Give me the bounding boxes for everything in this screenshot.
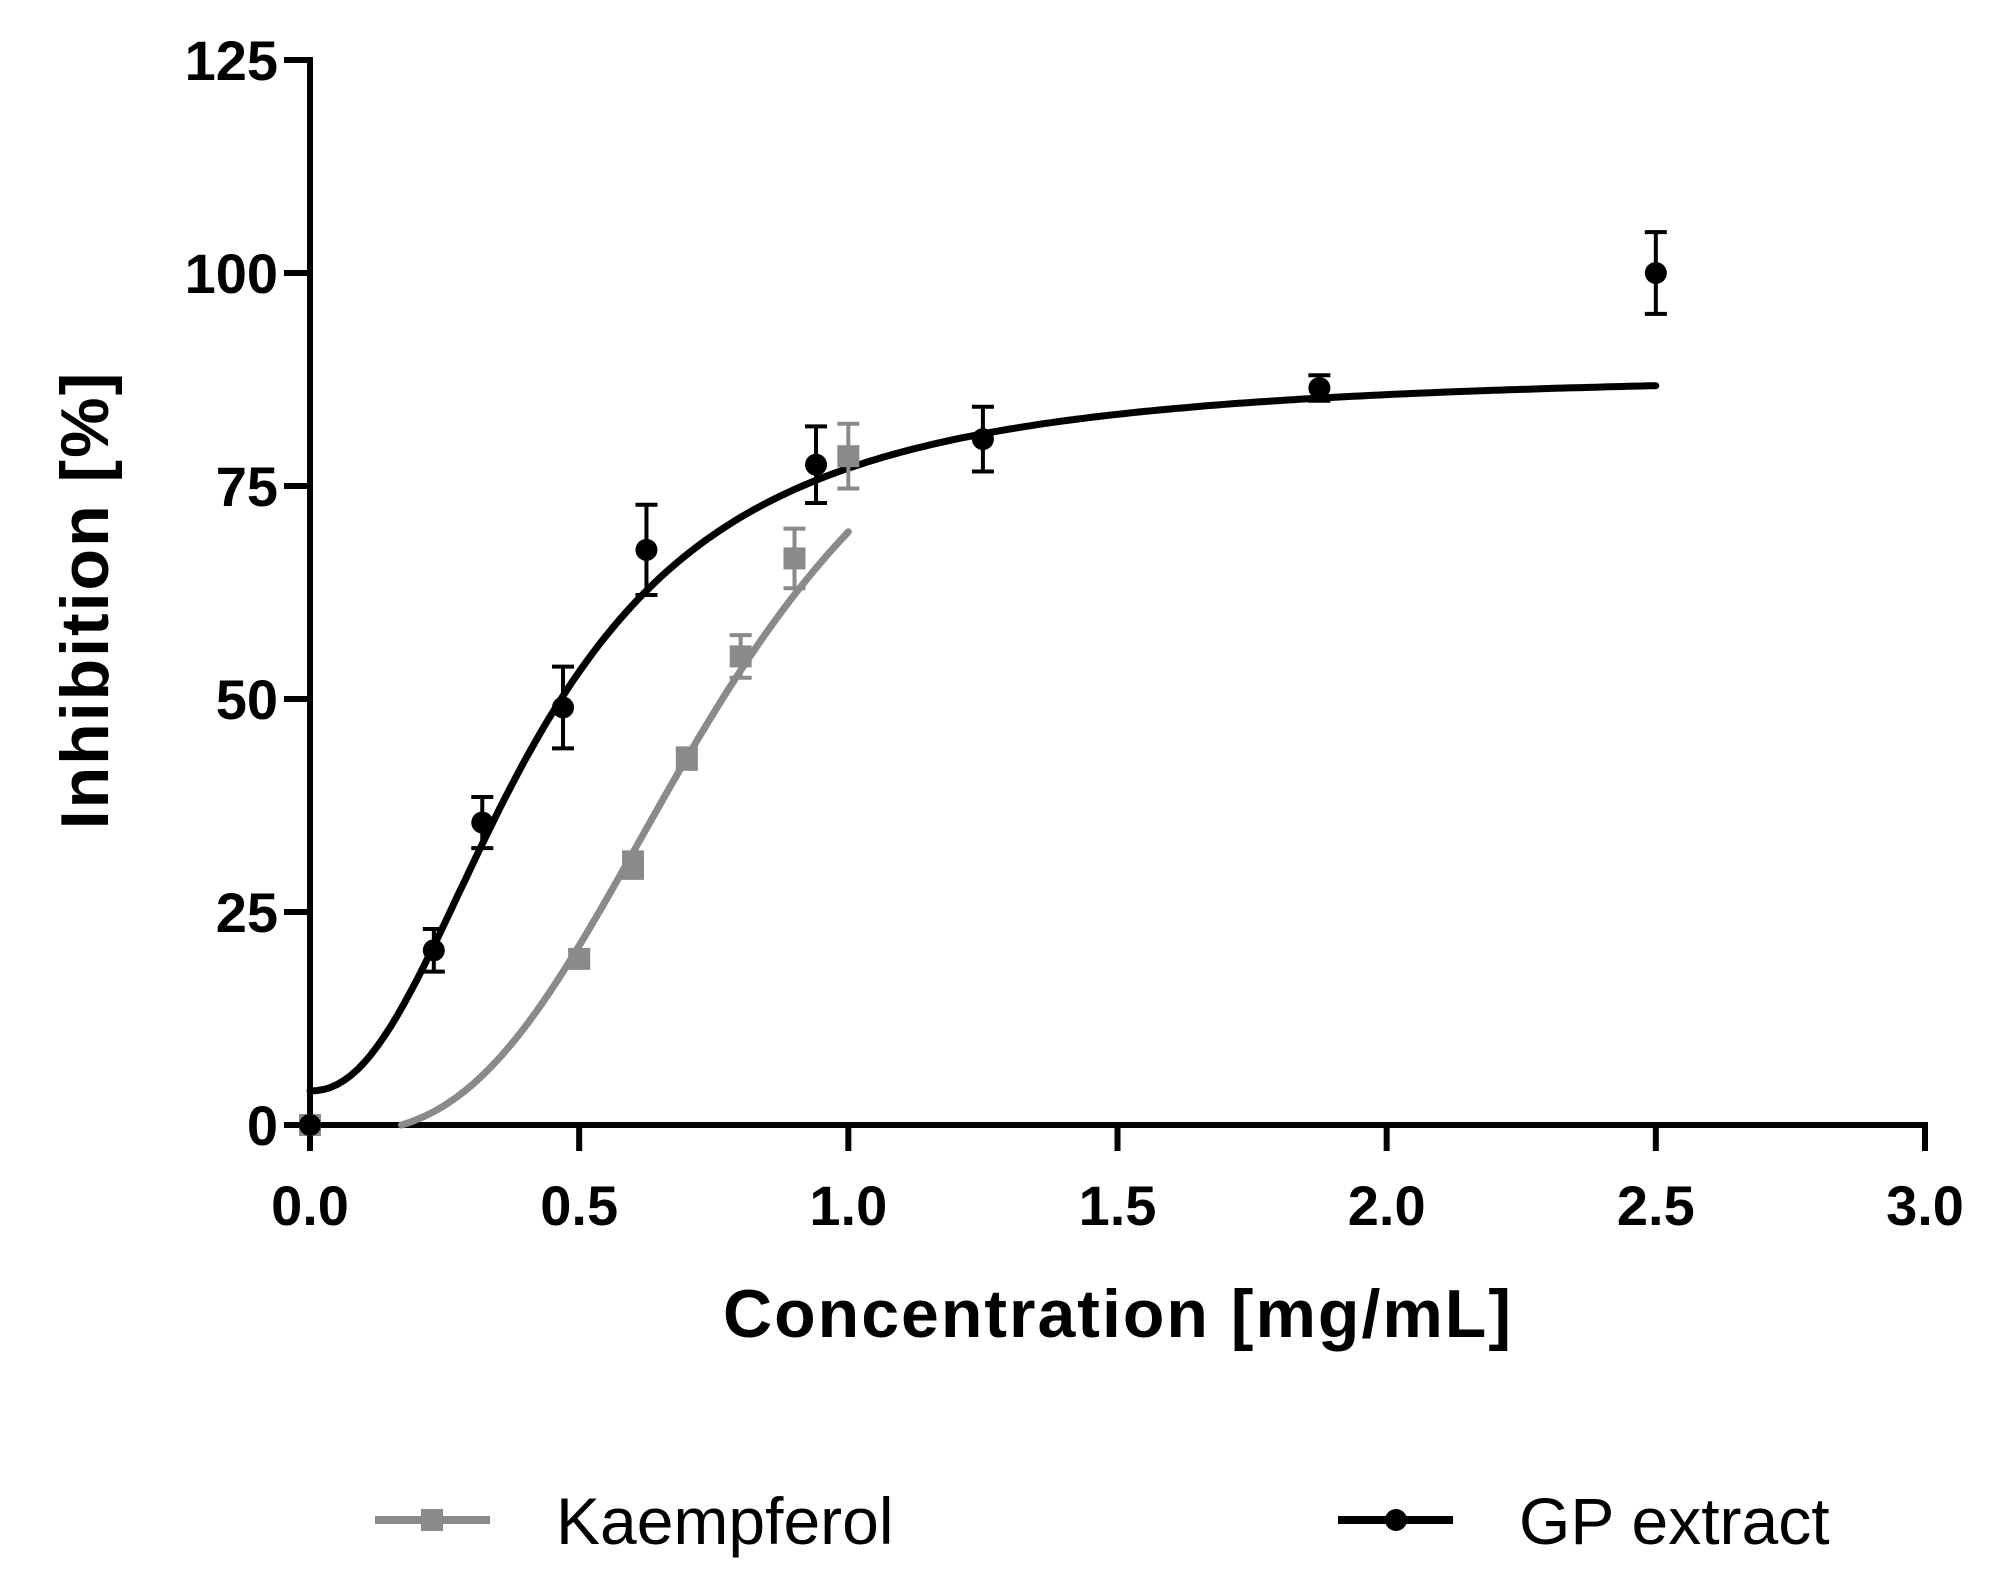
point-kaempferol [783, 547, 806, 570]
y-tick-label: 0 [247, 1094, 278, 1157]
fit-curve-kaempferol [398, 528, 852, 1129]
point-gp-extract [299, 1114, 321, 1136]
y-tick-label: 125 [185, 29, 278, 92]
y-ticks: 0 25 50 75 100 125 [185, 29, 310, 1157]
legend-label-kaempferol: Kaempferol [556, 1484, 894, 1558]
legend-marker-kaempferol [421, 1509, 443, 1531]
point-gp-extract [422, 939, 445, 962]
x-tick-label: 1.5 [1079, 1174, 1157, 1237]
legend-item-gp-extract: GP extract [1338, 1484, 1830, 1558]
point-gp-extract [805, 453, 828, 476]
y-axis: 0 25 50 75 100 125 [185, 29, 313, 1157]
point-kaempferol [675, 747, 698, 770]
fit-curve-gp-extract [306, 382, 1660, 1095]
point-kaempferol [837, 445, 860, 468]
x-tick-label: 2.5 [1617, 1174, 1695, 1237]
y-tick-label: 100 [185, 242, 278, 305]
x-tick-label: 0.5 [540, 1174, 618, 1237]
x-axis: 0.0 0.5 1.0 1.5 2.0 2.5 3.0 [271, 1122, 1964, 1237]
point-kaempferol [729, 645, 752, 668]
legend-marker-gp-extract [1385, 1509, 1407, 1531]
x-tick-label: 3.0 [1886, 1174, 1964, 1237]
point-gp-extract [552, 696, 575, 719]
point-gp-extract [635, 538, 658, 561]
y-tick-label: 75 [216, 455, 278, 518]
y-tick-label: 50 [216, 668, 278, 731]
data-points [299, 230, 1667, 1136]
x-tick-label: 0.0 [271, 1174, 349, 1237]
point-gp-extract [1308, 377, 1331, 400]
y-axis-title: Inhibition [%] [47, 371, 123, 830]
point-gp-extract [471, 811, 494, 834]
legend-item-kaempferol: Kaempferol [375, 1484, 894, 1558]
x-tick-label: 1.0 [809, 1174, 887, 1237]
point-kaempferol [622, 854, 644, 877]
y-tick-label: 25 [216, 881, 278, 944]
legend: Kaempferol GP extract [375, 1484, 1830, 1558]
point-gp-extract [1644, 262, 1667, 284]
point-gp-extract [971, 428, 994, 451]
x-axis-title: Concentration [mg/mL] [723, 1276, 1513, 1352]
x-ticks: 0.0 0.5 1.0 1.5 2.0 2.5 3.0 [271, 1125, 1964, 1237]
x-tick-label: 2.0 [1348, 1174, 1426, 1237]
fit-curves [306, 382, 1660, 1129]
legend-label-gp-extract: GP extract [1519, 1484, 1830, 1558]
point-kaempferol [568, 947, 591, 970]
